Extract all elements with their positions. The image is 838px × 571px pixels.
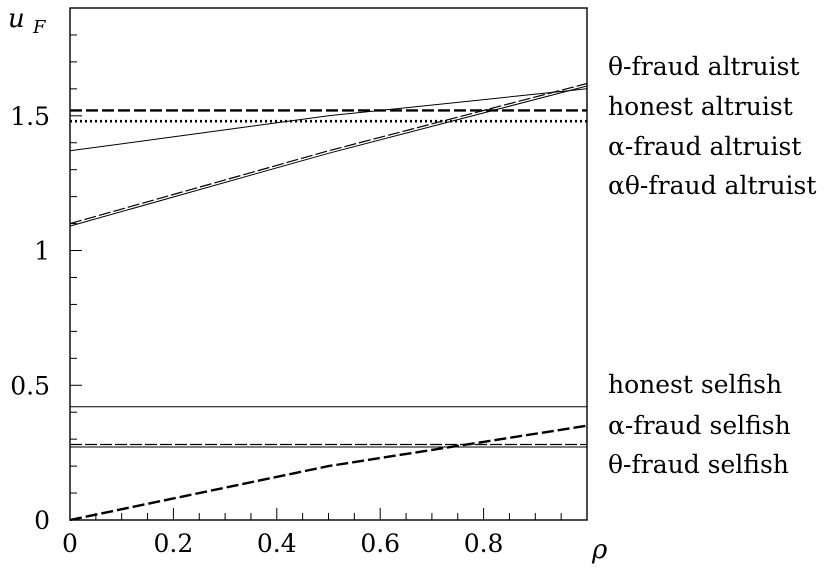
plot-border <box>69 7 588 521</box>
series-lines <box>69 82 588 522</box>
series-line <box>69 82 588 225</box>
series-line-double <box>69 85 588 227</box>
legend-label: θ-fraud altruist <box>608 52 800 81</box>
y-tick-label: 1.5 <box>10 102 50 131</box>
y-axis-title-main: u <box>8 4 25 34</box>
x-tick-label: 0 <box>62 529 78 558</box>
tick-labels: 0 0.2 0.4 0.6 0.8 0 0.5 1 1.5 <box>10 102 503 558</box>
legend-label: θ-fraud selfish <box>608 450 789 479</box>
series-line <box>69 88 588 152</box>
x-tick-label: 0.8 <box>464 529 504 558</box>
y-tick-label: 0 <box>34 506 50 535</box>
legend-label: α-fraud altruist <box>608 132 801 161</box>
legend-label: honest altruist <box>608 92 793 121</box>
y-tick-label: 1 <box>34 237 50 266</box>
y-tick-label: 0.5 <box>10 371 50 400</box>
x-tick-label: 0.4 <box>257 529 297 558</box>
x-tick-label: 0.2 <box>154 529 194 558</box>
x-tick-label: 0.6 <box>360 529 400 558</box>
legend-label: honest selfish <box>608 370 782 399</box>
y-axis-title-subscript: F <box>32 17 47 38</box>
legend-label: α-fraud selfish <box>608 411 791 440</box>
axis-ticks <box>70 34 562 520</box>
x-axis-title: ρ <box>591 535 608 565</box>
plot-frame <box>69 7 588 521</box>
series-line <box>69 424 588 522</box>
legend: θ-fraud altruist honest altruist α-fraud a… <box>608 52 816 479</box>
legend-label: αθ-fraud altruist <box>608 171 816 200</box>
y-axis-title: u F <box>8 4 47 38</box>
